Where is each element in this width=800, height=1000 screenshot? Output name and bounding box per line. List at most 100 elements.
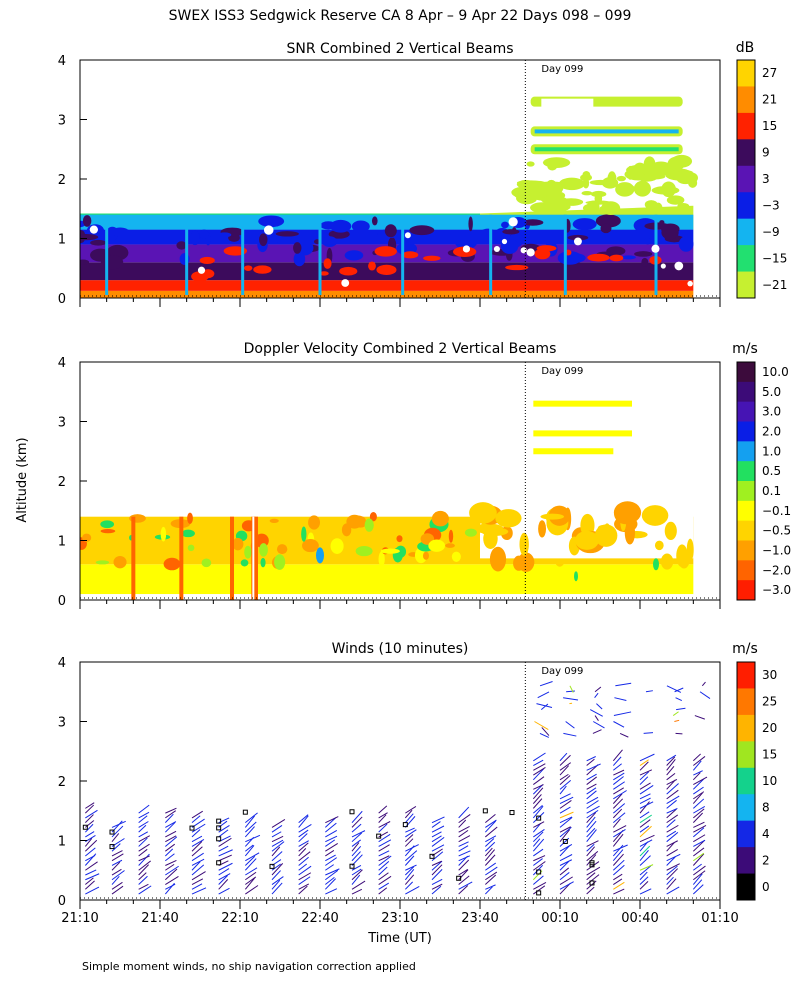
wind-barb	[351, 851, 361, 862]
doppler-streak	[131, 516, 136, 600]
wind-barb	[532, 811, 545, 824]
wind-barb	[298, 885, 308, 895]
doppler-patch	[448, 529, 454, 543]
wind-barb	[165, 821, 177, 828]
wind-barb	[245, 852, 260, 862]
wind-barb	[639, 761, 649, 771]
wind-barb	[458, 881, 473, 890]
snr-sparse-echo	[586, 200, 600, 213]
wind-barb	[612, 808, 623, 819]
colorbar-swatch	[737, 560, 755, 581]
colorbar-swatch	[737, 481, 755, 502]
wind-barb	[138, 860, 151, 871]
wind-barb	[351, 810, 363, 823]
wind-barb	[559, 829, 571, 843]
doppler-panel: Doppler Velocity Combined 2 Vertical Bea…	[58, 341, 791, 609]
wind-barb	[592, 729, 602, 734]
colorbar-swatch	[737, 847, 755, 875]
snr-sparse-echo	[511, 186, 541, 199]
wind-barb	[586, 790, 597, 800]
doppler-patch	[308, 515, 320, 530]
wind-barb	[351, 816, 363, 828]
wind-barb	[351, 888, 363, 895]
wind-barb	[325, 829, 338, 838]
colorbar-label: −0.1	[762, 504, 791, 518]
wind-barb	[218, 868, 230, 876]
wind-barb	[586, 827, 596, 838]
wind-barb	[484, 847, 493, 857]
calm-marker	[536, 815, 542, 821]
wind-barb	[693, 852, 705, 862]
wind-barb	[639, 782, 651, 790]
snr-streak	[489, 214, 493, 296]
wind-barb	[619, 732, 629, 738]
doppler-patch	[244, 545, 252, 559]
wind-barb	[404, 813, 414, 823]
wind-barb	[693, 863, 702, 871]
snr-patch	[322, 236, 338, 248]
x-tick-label: 23:10	[381, 911, 418, 926]
doppler-patch	[187, 512, 193, 524]
doppler-patch	[489, 546, 507, 572]
wind-barb	[533, 829, 545, 838]
wind-barb	[586, 820, 597, 833]
snr-sparse-echo	[644, 200, 658, 209]
wind-barb	[431, 844, 445, 852]
wind-barb	[666, 754, 677, 762]
wind-barb	[666, 842, 675, 852]
colorbar-label: 0	[762, 880, 770, 894]
snr-sparse-echo	[526, 161, 535, 167]
wind-barb	[325, 869, 339, 881]
doppler-patch	[464, 528, 477, 537]
wind-barb	[351, 854, 363, 866]
wind-barb	[559, 796, 574, 805]
calm-marker	[349, 809, 355, 815]
colorbar-swatch	[737, 139, 755, 167]
wind-barb	[639, 888, 652, 895]
wind-barb	[639, 834, 655, 843]
wind-barb	[298, 814, 309, 824]
wind-barb	[378, 850, 390, 857]
wind-barb	[613, 763, 622, 771]
wind-barb	[639, 864, 654, 871]
snr-patch	[505, 264, 529, 271]
doppler-patch	[614, 503, 638, 525]
wind-barb	[378, 823, 388, 833]
wind-barb	[484, 854, 496, 866]
wind-barb	[612, 859, 625, 871]
wind-barb	[484, 820, 497, 833]
colorbar-label: −3	[762, 198, 780, 212]
colorbar-label: 2.0	[762, 424, 781, 438]
wind-barb	[405, 886, 420, 895]
wind-barb	[458, 850, 471, 857]
wind-barb	[559, 881, 574, 890]
colorbar-swatch	[737, 688, 755, 716]
colorbar-frame	[736, 661, 756, 901]
wind-barb	[351, 880, 366, 890]
wind-barb	[191, 852, 204, 862]
wind-barb	[111, 876, 120, 885]
wind-barb	[138, 837, 148, 847]
wind-barb	[666, 814, 679, 824]
colorbar-label: 15	[762, 748, 777, 762]
wind-barb	[325, 854, 336, 862]
wind-barb	[586, 812, 597, 823]
colorbar-label: 10	[762, 774, 777, 788]
doppler-patch	[654, 540, 664, 551]
snr-gap	[687, 280, 693, 287]
wind-barb	[693, 756, 706, 766]
doppler-patch	[396, 535, 403, 543]
wind-barb	[613, 803, 626, 814]
colorbar-swatch	[737, 362, 755, 383]
wind-barb	[532, 794, 542, 804]
wind-barb	[692, 798, 705, 809]
wind-barb	[559, 816, 573, 828]
wind-barb	[431, 885, 442, 895]
x-axis-label: Time (UT)	[367, 931, 432, 946]
wind-barb	[586, 846, 596, 857]
wind-barb	[586, 796, 599, 805]
snr-sparse-echo	[582, 171, 591, 180]
wind-barb	[693, 808, 705, 819]
snr-patch	[293, 242, 302, 254]
wind-barb	[613, 772, 625, 781]
